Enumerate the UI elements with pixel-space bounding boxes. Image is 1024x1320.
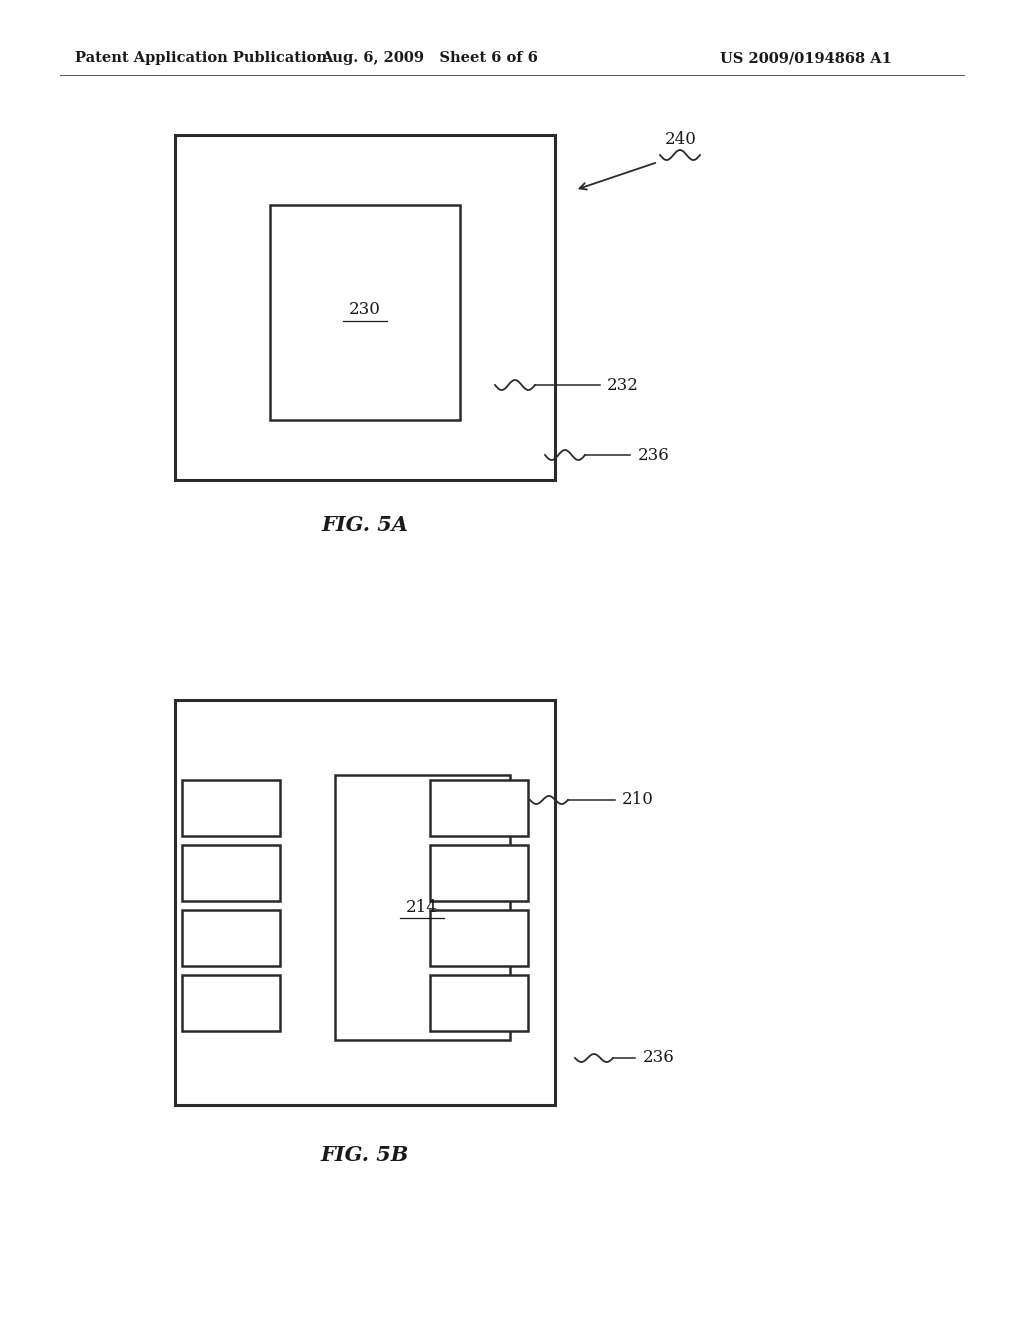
Text: 214: 214: [407, 899, 438, 916]
Bar: [335, 775, 510, 1040]
Bar: [182, 909, 280, 966]
Text: 230: 230: [349, 301, 381, 318]
Text: Patent Application Publication: Patent Application Publication: [75, 51, 327, 65]
Text: 236: 236: [638, 446, 670, 463]
Bar: [182, 780, 280, 836]
Bar: [175, 700, 555, 1105]
Bar: [182, 975, 280, 1031]
Bar: [430, 845, 528, 902]
Text: 240: 240: [665, 132, 697, 149]
Text: Aug. 6, 2009   Sheet 6 of 6: Aug. 6, 2009 Sheet 6 of 6: [322, 51, 539, 65]
Text: FIG. 5A: FIG. 5A: [322, 515, 409, 535]
Bar: [430, 975, 528, 1031]
Bar: [430, 780, 528, 836]
Bar: [175, 135, 555, 480]
Text: 210: 210: [622, 792, 654, 808]
Bar: [182, 845, 280, 902]
Text: US 2009/0194868 A1: US 2009/0194868 A1: [720, 51, 892, 65]
Text: FIG. 5B: FIG. 5B: [321, 1144, 410, 1166]
Bar: [270, 205, 460, 420]
Text: 236: 236: [643, 1049, 675, 1067]
Bar: [430, 909, 528, 966]
Text: 232: 232: [607, 376, 639, 393]
